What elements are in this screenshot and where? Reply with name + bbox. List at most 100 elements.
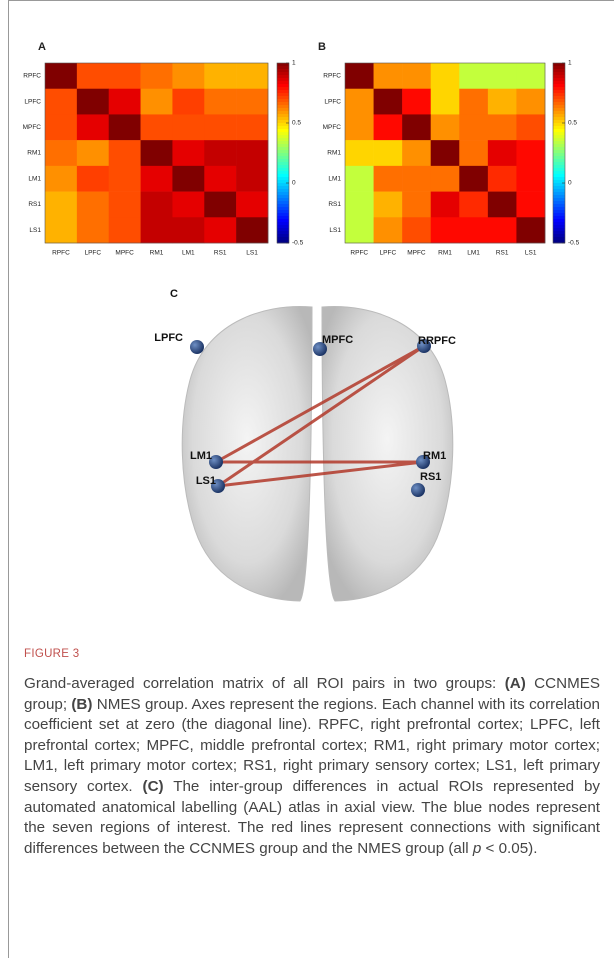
colorbar-segment xyxy=(553,198,565,201)
colorbar-segment xyxy=(277,201,289,204)
colorbar-tick-label: 0 xyxy=(568,180,572,187)
x-tick-label: RPFC xyxy=(350,250,368,257)
colorbar-segment xyxy=(277,126,289,129)
heatmap-cell xyxy=(431,89,460,115)
colorbar-segment xyxy=(277,129,289,132)
heatmap-cell xyxy=(45,114,77,140)
colorbar-tick-label: -0.5 xyxy=(292,240,304,247)
colorbar-segment xyxy=(277,87,289,90)
colorbar-segment xyxy=(553,87,565,90)
colorbar-segment xyxy=(277,228,289,231)
colorbar-segment xyxy=(553,210,565,213)
caption-ref: (C) xyxy=(143,778,164,795)
heatmap-cell xyxy=(204,166,236,192)
heatmap-cell xyxy=(402,192,431,218)
colorbar-segment xyxy=(277,81,289,84)
colorbar-segment xyxy=(277,231,289,234)
colorbar-segment xyxy=(553,72,565,75)
heatmap-cell xyxy=(459,217,488,243)
heatmap-cell xyxy=(402,166,431,192)
x-tick-label: RM1 xyxy=(438,250,452,257)
node-label: RM1 xyxy=(423,450,446,462)
colorbar-segment xyxy=(277,192,289,195)
heatmap-cell xyxy=(236,63,268,89)
heatmap-cell xyxy=(488,192,517,218)
x-tick-label: LPFC xyxy=(380,250,397,257)
heatmap-cell xyxy=(374,192,403,218)
colorbar-segment xyxy=(553,153,565,156)
heatmap-cell xyxy=(345,140,374,166)
heatmap-cell xyxy=(109,140,141,166)
colorbar-segment xyxy=(553,108,565,111)
heatmap-cell xyxy=(204,192,236,218)
colorbar-segment xyxy=(553,138,565,141)
heatmap-cell xyxy=(402,140,431,166)
heatmap-cell xyxy=(45,63,77,89)
colorbar-segment xyxy=(277,78,289,81)
heatmap-cell xyxy=(172,140,204,166)
colorbar-segment xyxy=(553,99,565,102)
colorbar-segment xyxy=(277,114,289,117)
caption-text: < 0.05). xyxy=(481,840,537,857)
heatmap-cell xyxy=(402,89,431,115)
heatmap-cell xyxy=(77,89,109,115)
heatmap-cell xyxy=(77,192,109,218)
colorbar-segment xyxy=(553,147,565,150)
heatmap-cell xyxy=(345,217,374,243)
heatmap-cell xyxy=(141,114,173,140)
colorbar-segment xyxy=(277,237,289,240)
colorbar-segment xyxy=(553,117,565,120)
colorbar-segment xyxy=(277,204,289,207)
colorbar-segment xyxy=(277,213,289,216)
heatmap-cell xyxy=(204,114,236,140)
heatmap-cell xyxy=(141,192,173,218)
x-tick-label: RS1 xyxy=(496,250,509,257)
heatmap-cell xyxy=(488,114,517,140)
colorbar-segment xyxy=(553,219,565,222)
colorbar-segment xyxy=(277,165,289,168)
y-tick-label: RPFC xyxy=(323,73,341,80)
colorbar-segment xyxy=(277,99,289,102)
colorbar-segment xyxy=(277,117,289,120)
colorbar-segment xyxy=(553,228,565,231)
colorbar-segment xyxy=(553,183,565,186)
colorbar-segment xyxy=(277,132,289,135)
colorbar-segment xyxy=(553,234,565,237)
colorbar-segment xyxy=(553,216,565,219)
colorbar-segment xyxy=(553,132,565,135)
colorbar-segment xyxy=(553,177,565,180)
heatmap-cell xyxy=(141,63,173,89)
colorbar-segment xyxy=(553,150,565,153)
heatmap-cell xyxy=(45,217,77,243)
colorbar-segment xyxy=(553,90,565,93)
node-label: LS1 xyxy=(196,475,216,487)
colorbar-tick-label: 0 xyxy=(292,180,296,187)
brain-panel: C LPFCMPFCRRPFCLM1RM1LS1RS1 xyxy=(0,285,616,615)
node-label: LPFC xyxy=(154,332,183,344)
heatmap-cell xyxy=(431,140,460,166)
heatmap-cell xyxy=(345,114,374,140)
panel-label: A xyxy=(38,41,46,53)
heatmap-cell xyxy=(236,89,268,115)
colorbar-segment xyxy=(553,135,565,138)
colorbar-tick-label: 1 xyxy=(292,60,296,67)
heatmap-cell xyxy=(374,140,403,166)
colorbar-segment xyxy=(553,213,565,216)
heatmap-cell xyxy=(172,89,204,115)
heatmap-cell xyxy=(431,166,460,192)
colorbar-segment xyxy=(553,165,565,168)
colorbar-segment xyxy=(553,192,565,195)
colorbar-segment xyxy=(553,171,565,174)
heatmap-cell xyxy=(488,140,517,166)
colorbar-segment xyxy=(277,156,289,159)
colorbar-segment xyxy=(277,66,289,69)
heatmap-cell xyxy=(431,63,460,89)
x-tick-label: RS1 xyxy=(214,250,227,257)
colorbar-segment xyxy=(277,75,289,78)
colorbar-segment xyxy=(277,105,289,108)
colorbar-segment xyxy=(553,189,565,192)
roi-node xyxy=(411,483,425,497)
figure-label: FIGURE 3 xyxy=(24,648,79,660)
colorbar-segment xyxy=(277,144,289,147)
colorbar-segment xyxy=(277,123,289,126)
